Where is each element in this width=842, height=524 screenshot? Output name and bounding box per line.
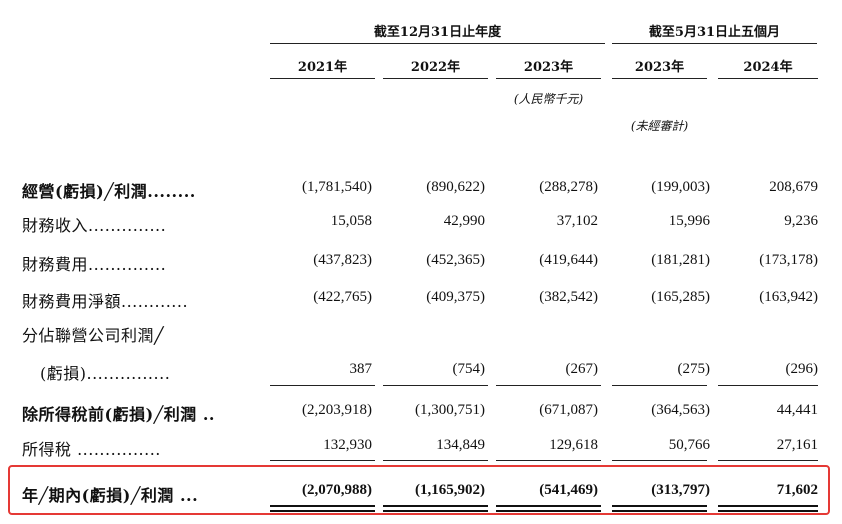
row-label-operating-profit: 經營(虧損)╱利潤........ [22, 182, 196, 201]
double-rule-bottom-2022 [383, 510, 488, 512]
value-net-profit-2022: (1,165,902) [415, 482, 485, 498]
value-finance-income-2022: 42,990 [443, 213, 485, 229]
year-header-2023: 2023年 [523, 60, 574, 75]
row-label-profit-before-tax: 除所得稅前(虧損)╱利潤 .. [22, 405, 215, 424]
row-label-net-finance-costs: 財務費用淨額............ [22, 292, 189, 311]
value-income-tax-2023-5m: 50,766 [668, 437, 710, 453]
unaudited-note: (未經審計) [630, 119, 689, 133]
row-label-income-tax: 所得稅 ............... [22, 440, 161, 459]
double-rule-top-2024-5m [718, 505, 818, 507]
value-net-finance-2022: (409,375) [426, 289, 485, 305]
year-header-2024-five-months: 2024年 [743, 60, 793, 75]
value-finance-costs-2023: (419,644) [539, 252, 598, 268]
year-header-rule-2022 [383, 78, 488, 79]
value-finance-costs-2023-5m: (181,281) [651, 252, 710, 268]
value-finance-costs-2022: (452,365) [426, 252, 485, 268]
subtotal-rule-2023 [496, 385, 601, 386]
total-rule-2023 [496, 460, 601, 461]
value-net-profit-2024-5m: 71,602 [776, 482, 818, 498]
value-operating-2023: (288,278) [539, 179, 598, 195]
subtotal-rule-2021 [270, 385, 375, 386]
value-before-tax-2023: (671,087) [539, 402, 598, 418]
value-income-tax-2021: 132,930 [323, 437, 372, 453]
row-label-finance-costs: 財務費用.............. [22, 255, 167, 274]
subtotal-rule-2023-5m [612, 385, 707, 386]
row-label-share-of-associates-cont: (虧損)............... [40, 364, 171, 383]
total-rule-2022 [383, 460, 488, 461]
value-finance-income-2024-5m: 9,236 [784, 213, 818, 229]
value-net-profit-2023-5m: (313,797) [651, 482, 710, 498]
double-rule-top-2023-5m [612, 505, 707, 507]
group-header-five-months-rule [612, 43, 817, 44]
year-header-2022: 2022年 [410, 60, 461, 75]
double-rule-bottom-2023 [496, 510, 601, 512]
value-finance-costs-2024-5m: (173,178) [759, 252, 818, 268]
total-rule-2023-5m [612, 460, 707, 461]
highlight-box [8, 465, 830, 515]
value-before-tax-2021: (2,203,918) [302, 402, 372, 418]
value-income-tax-2022: 134,849 [436, 437, 485, 453]
year-header-rule-2023-five-months [612, 78, 707, 79]
group-header-five-months: 截至5月31日止五個月 [648, 25, 781, 40]
row-label-share-of-associates: 分佔聯營公司利潤╱ [22, 326, 165, 345]
total-rule-2021 [270, 460, 375, 461]
value-before-tax-2024-5m: 44,441 [776, 402, 818, 418]
group-header-year-end-rule [270, 43, 605, 44]
value-finance-costs-2021: (437,823) [313, 252, 372, 268]
value-income-tax-2023: 129,618 [549, 437, 598, 453]
year-header-2021: 2021年 [297, 60, 348, 75]
value-associates-2022: (754) [452, 361, 486, 377]
double-rule-top-2023 [496, 505, 601, 507]
year-header-rule-2023 [496, 78, 601, 79]
value-associates-2021: 387 [349, 361, 373, 377]
value-net-finance-2023: (382,542) [539, 289, 598, 305]
unit-note: (人民幣千元) [513, 92, 584, 106]
value-net-finance-2023-5m: (165,285) [651, 289, 710, 305]
year-header-rule-2021 [270, 78, 375, 79]
year-header-rule-2024-five-months [718, 78, 818, 79]
value-finance-income-2021: 15,058 [330, 213, 372, 229]
row-label-finance-income: 財務收入.............. [22, 216, 167, 235]
value-net-profit-2023: (541,469) [539, 482, 598, 498]
value-net-finance-2021: (422,765) [313, 289, 372, 305]
value-operating-2022: (890,622) [426, 179, 485, 195]
subtotal-rule-2022 [383, 385, 488, 386]
double-rule-bottom-2023-5m [612, 510, 707, 512]
value-net-finance-2024-5m: (163,942) [759, 289, 818, 305]
value-operating-2024-5m: 208,679 [769, 179, 818, 195]
value-operating-2023-5m: (199,003) [651, 179, 710, 195]
value-finance-income-2023-5m: 15,996 [668, 213, 710, 229]
group-header-year-end: 截至12月31日止年度 [373, 25, 502, 40]
row-label-net-profit: 年╱期內(虧損)╱利潤 ... [22, 486, 199, 505]
value-associates-2023: (267) [565, 361, 599, 377]
double-rule-top-2021 [270, 505, 375, 507]
double-rule-top-2022 [383, 505, 488, 507]
value-associates-2023-5m: (275) [677, 361, 711, 377]
value-associates-2024-5m: (296) [785, 361, 819, 377]
value-operating-2021: (1,781,540) [302, 179, 372, 195]
year-header-2023-five-months: 2023年 [634, 60, 685, 75]
total-rule-2024-5m [718, 460, 818, 461]
value-finance-income-2023: 37,102 [556, 213, 598, 229]
value-income-tax-2024-5m: 27,161 [776, 437, 818, 453]
value-before-tax-2022: (1,300,751) [415, 402, 485, 418]
value-before-tax-2023-5m: (364,563) [651, 402, 710, 418]
value-net-profit-2021: (2,070,988) [302, 482, 372, 498]
subtotal-rule-2024-5m [718, 385, 818, 386]
double-rule-bottom-2024-5m [718, 510, 818, 512]
double-rule-bottom-2021 [270, 510, 375, 512]
